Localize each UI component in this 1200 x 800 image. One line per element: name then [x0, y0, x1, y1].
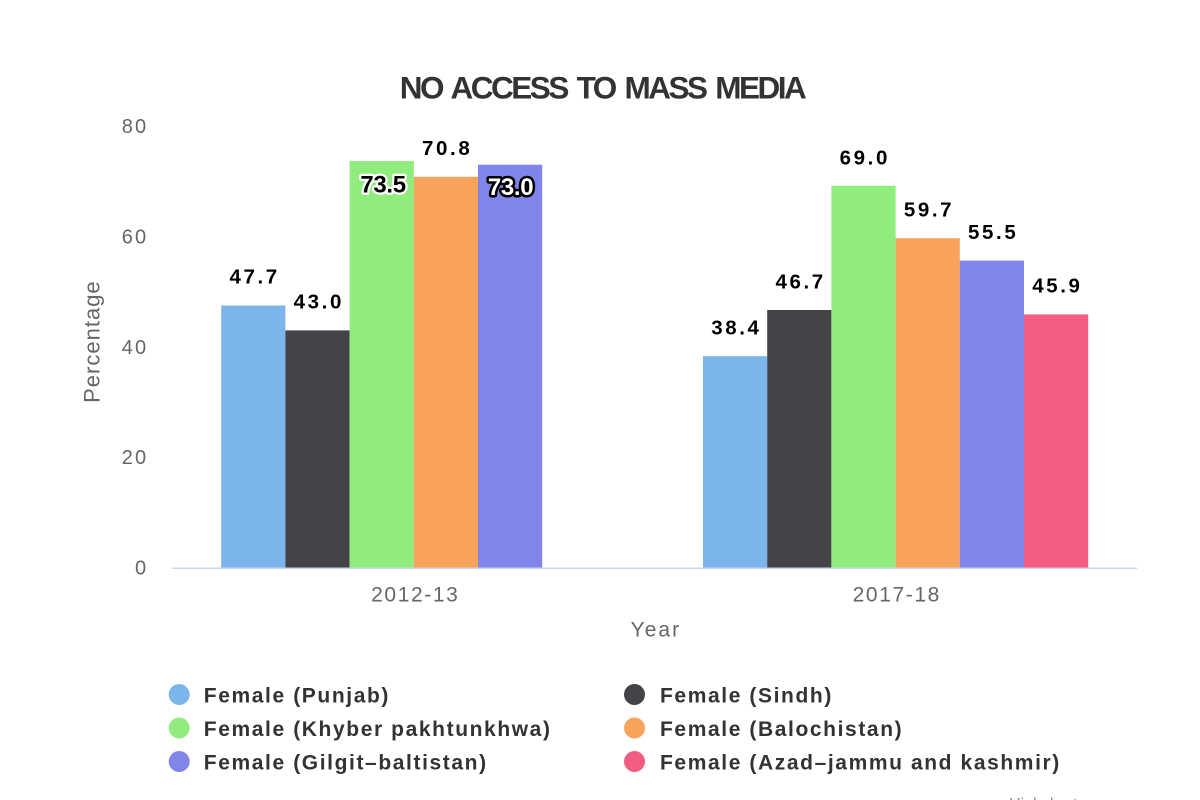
svg-text:2017-18: 2017-18 [853, 583, 941, 606]
svg-text:60: 60 [122, 226, 148, 248]
svg-text:Percentage: Percentage [79, 280, 104, 403]
svg-text:20: 20 [122, 447, 148, 469]
svg-text:Female (Sindh): Female (Sindh) [660, 684, 833, 707]
svg-text:47.7: 47.7 [229, 266, 279, 289]
svg-text:Female (Punjab): Female (Punjab) [204, 684, 390, 707]
svg-text:46.7: 46.7 [775, 270, 825, 293]
svg-text:59.7: 59.7 [904, 199, 954, 222]
svg-text:70.8: 70.8 [422, 137, 472, 160]
svg-text:Female (Gilgit–baltistan): Female (Gilgit–baltistan) [204, 751, 488, 774]
svg-text:NO ACCESS TO MASS MEDIA: NO ACCESS TO MASS MEDIA [400, 70, 806, 106]
svg-text:80: 80 [122, 116, 148, 138]
svg-text:38.4: 38.4 [711, 317, 761, 340]
svg-text:69.0: 69.0 [840, 146, 890, 169]
svg-text:Highcharts: Highcharts [1009, 796, 1085, 800]
svg-text:Year: Year [631, 619, 681, 642]
svg-text:45.9: 45.9 [1032, 275, 1082, 298]
svg-text:2012-13: 2012-13 [371, 583, 459, 606]
svg-text:Female (Balochistan): Female (Balochistan) [660, 718, 903, 741]
svg-text:73.0: 73.0 [488, 174, 534, 201]
svg-text:43.0: 43.0 [294, 291, 344, 314]
svg-text:40: 40 [122, 337, 148, 359]
svg-text:Female (Azad–jammu and kashmir: Female (Azad–jammu and kashmir) [660, 751, 1061, 774]
svg-text:0: 0 [135, 558, 148, 580]
svg-text:73.5: 73.5 [360, 171, 406, 198]
svg-text:Female (Khyber pakhtunkhwa): Female (Khyber pakhtunkhwa) [204, 718, 552, 741]
svg-text:55.5: 55.5 [968, 221, 1018, 244]
